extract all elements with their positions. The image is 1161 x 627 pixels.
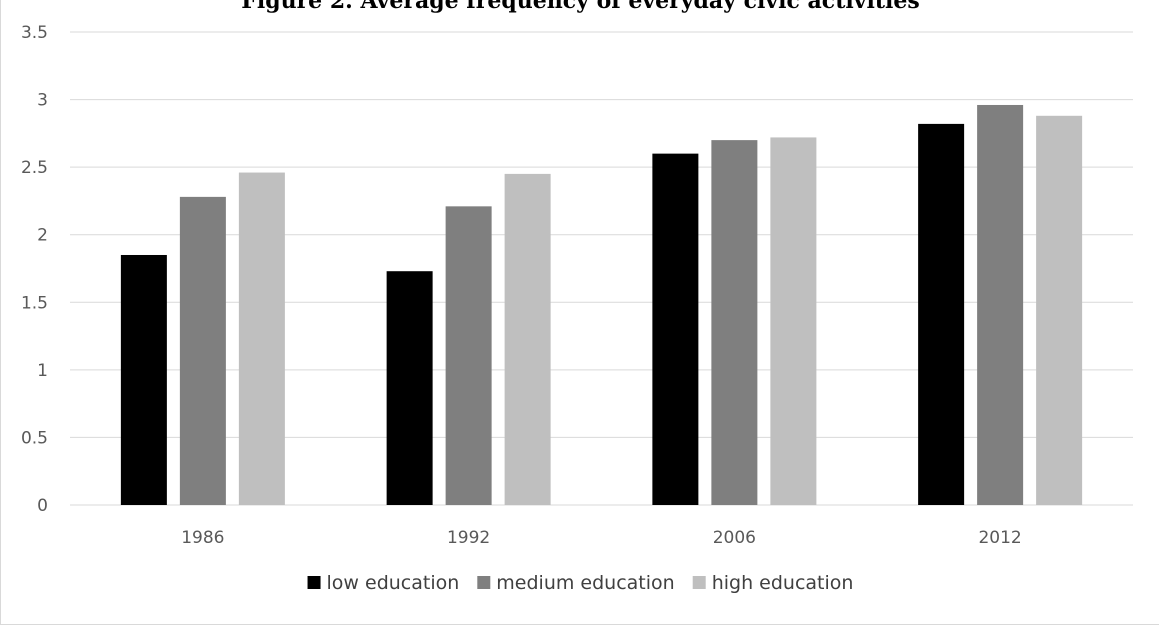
y-tick-label: 0	[37, 496, 48, 516]
bar	[1036, 115, 1083, 505]
bar	[711, 140, 758, 505]
bar	[918, 123, 965, 505]
bar	[445, 206, 492, 505]
legend-label: high education	[712, 572, 854, 594]
bar	[238, 172, 285, 505]
legend-label: low education	[327, 572, 460, 594]
y-tick-label: 3.5	[21, 23, 48, 43]
y-tick-label: 0.5	[21, 428, 48, 448]
y-tick-label: 2.5	[21, 158, 48, 178]
x-tick-label: 2012	[978, 528, 1021, 548]
x-tick-label: 2006	[713, 528, 756, 548]
y-tick-label: 3	[37, 91, 48, 111]
y-tick-label: 2	[37, 226, 48, 246]
y-tick-label: 1	[37, 361, 48, 381]
x-tick-label: 1986	[181, 528, 224, 548]
bar	[504, 173, 551, 505]
bar	[179, 196, 226, 506]
bar	[977, 104, 1024, 505]
bar	[770, 137, 817, 505]
bar	[652, 153, 699, 505]
legend-swatch	[477, 576, 491, 589]
y-tick-label: 1.5	[21, 293, 48, 313]
legend-swatch	[692, 576, 706, 589]
legend-swatch	[307, 576, 321, 589]
chart-title: Figure 2. Average frequency of everyday …	[241, 0, 920, 14]
bar	[386, 271, 433, 505]
bar	[120, 254, 167, 505]
x-tick-label: 1992	[447, 528, 490, 548]
legend-label: medium education	[496, 572, 674, 594]
